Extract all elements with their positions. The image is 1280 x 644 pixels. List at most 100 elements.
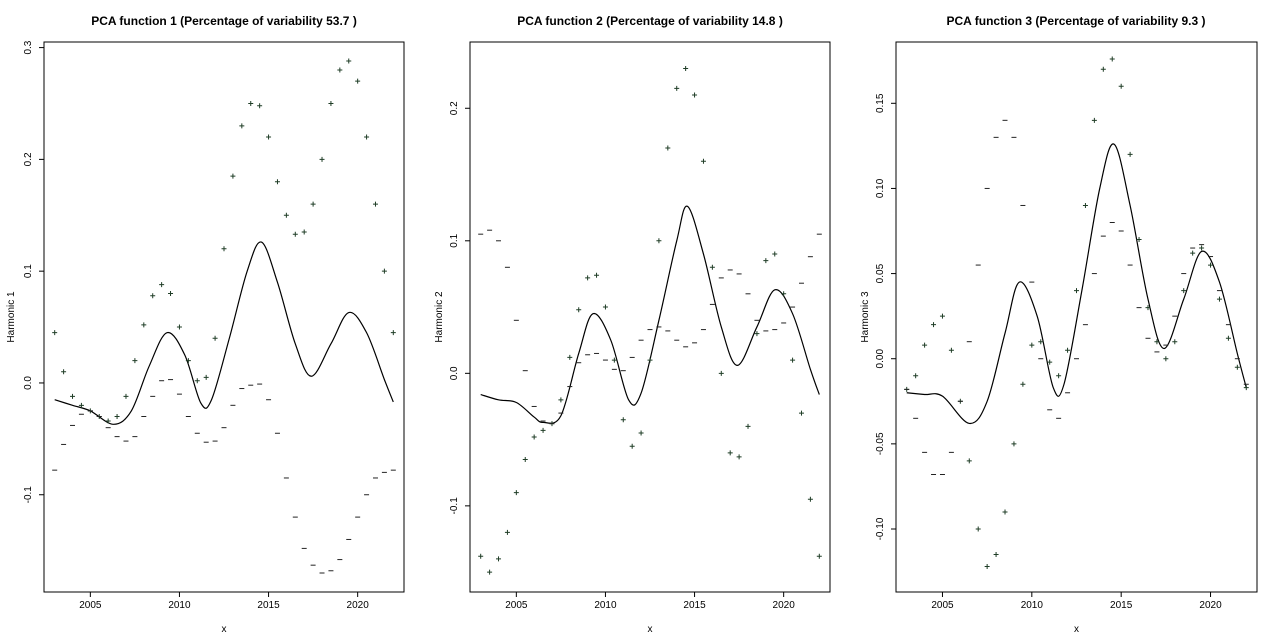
plus-perturbation-point xyxy=(1234,364,1240,370)
y-tick-label: -0.1 xyxy=(449,497,460,515)
plus-perturbation-point xyxy=(1065,347,1071,353)
y-axis-label: Harmonic 1 xyxy=(6,291,17,343)
y-tick-label: -0.1 xyxy=(23,486,34,504)
plus-perturbation-point xyxy=(594,272,600,278)
plus-perturbation-point xyxy=(1038,339,1044,345)
plus-perturbation-point xyxy=(212,335,218,341)
plus-perturbation-point xyxy=(168,291,174,297)
panel-3: PCA function 3 (Percentage of variabilit… xyxy=(860,14,1258,635)
mean-function-line xyxy=(906,143,1247,425)
plus-perturbation-point xyxy=(611,357,617,363)
plus-perturbation-point xyxy=(266,134,272,140)
plus-perturbation-point xyxy=(1118,83,1124,89)
plus-perturbation-point xyxy=(629,443,635,449)
plus-perturbation-point xyxy=(1136,237,1142,243)
x-axis-label: x xyxy=(648,624,653,635)
plot-frame xyxy=(895,41,1258,593)
plus-perturbation-point xyxy=(948,347,954,353)
y-tick-label: -0.05 xyxy=(875,432,886,455)
x-tick-label: 2020 xyxy=(347,600,370,611)
plus-perturbation-point xyxy=(984,563,990,569)
plus-perturbation-point xyxy=(114,413,120,419)
plus-perturbation-point xyxy=(727,450,733,456)
plus-perturbation-point xyxy=(931,322,937,328)
y-tick-label: 0.15 xyxy=(875,93,886,113)
plus-perturbation-point xyxy=(781,291,787,297)
x-tick-label: 2015 xyxy=(1110,600,1133,611)
plus-perturbation-point xyxy=(558,397,564,403)
x-tick-label: 2015 xyxy=(257,600,280,611)
y-tick-label: 0.2 xyxy=(449,101,460,115)
panel-1: PCA function 1 (Percentage of variabilit… xyxy=(6,14,405,635)
plus-perturbation-point xyxy=(683,66,689,72)
plus-perturbation-point xyxy=(966,458,972,464)
plus-perturbation-point xyxy=(78,402,84,408)
y-axis-label: Harmonic 2 xyxy=(434,291,445,343)
x-tick-label: 2010 xyxy=(594,600,617,611)
plus-perturbation-point xyxy=(487,569,493,575)
plus-perturbation-point xyxy=(1020,381,1026,387)
plus-perturbation-point xyxy=(522,456,528,462)
plot-frame xyxy=(43,41,405,593)
plus-perturbation-point xyxy=(1056,373,1062,379)
plus-perturbation-point xyxy=(346,58,352,64)
plus-perturbation-point xyxy=(576,307,582,313)
plus-perturbation-point xyxy=(763,258,769,264)
plus-perturbation-point xyxy=(239,123,245,129)
plus-perturbation-point xyxy=(123,393,129,399)
plus-perturbation-point xyxy=(1181,288,1187,294)
plus-perturbation-point xyxy=(692,92,698,98)
plus-perturbation-point xyxy=(718,370,724,376)
plus-perturbation-point xyxy=(772,251,778,257)
plus-perturbation-point xyxy=(1100,66,1106,72)
plus-perturbation-point xyxy=(141,322,147,328)
plus-perturbation-point xyxy=(248,100,254,106)
plus-perturbation-point xyxy=(203,374,209,380)
plus-perturbation-point xyxy=(1163,356,1169,362)
mean-function-line xyxy=(54,241,394,425)
x-axis-label: x xyxy=(1074,624,1079,635)
plus-perturbation-point xyxy=(1154,339,1160,345)
plus-perturbation-point xyxy=(221,246,227,252)
plus-perturbation-point xyxy=(194,378,200,384)
y-tick-label: 0.1 xyxy=(23,264,34,278)
x-tick-label: 2020 xyxy=(1199,600,1222,611)
plus-perturbation-point xyxy=(1199,245,1205,251)
plus-perturbation-point xyxy=(1047,359,1053,365)
panel-2: PCA function 2 (Percentage of variabilit… xyxy=(434,14,831,635)
plot-frame xyxy=(469,41,831,593)
plus-perturbation-point xyxy=(1145,305,1151,311)
plus-perturbation-point xyxy=(372,201,378,207)
plus-perturbation-point xyxy=(310,201,316,207)
plus-perturbation-point xyxy=(1216,296,1222,302)
plus-perturbation-point xyxy=(185,358,191,364)
plus-perturbation-point xyxy=(390,330,396,336)
plus-perturbation-point xyxy=(1243,385,1249,391)
y-tick-label: 0.2 xyxy=(23,152,34,166)
plus-perturbation-point xyxy=(513,490,519,496)
y-tick-label: 0.00 xyxy=(875,349,886,369)
plus-perturbation-point xyxy=(922,342,928,348)
plus-perturbation-point xyxy=(1029,342,1035,348)
plus-perturbation-point xyxy=(1109,56,1115,62)
plus-perturbation-point xyxy=(531,434,537,440)
plus-perturbation-point xyxy=(674,85,680,91)
plus-perturbation-point xyxy=(754,331,760,337)
plus-perturbation-point xyxy=(602,304,608,310)
y-tick-label: 0.1 xyxy=(449,233,460,247)
plus-perturbation-point xyxy=(656,238,662,244)
plus-perturbation-point xyxy=(913,373,919,379)
plus-perturbation-point xyxy=(638,430,644,436)
plus-perturbation-point xyxy=(816,553,822,559)
y-axis-label: Harmonic 3 xyxy=(860,291,871,343)
plus-perturbation-point xyxy=(1208,262,1214,268)
chart-title: PCA function 2 (Percentage of variabilit… xyxy=(517,14,783,28)
x-axis-label: x xyxy=(222,624,227,635)
y-tick-label: 0.05 xyxy=(875,263,886,283)
x-tick-label: 2010 xyxy=(168,600,191,611)
plus-perturbation-point xyxy=(319,156,325,162)
plus-perturbation-point xyxy=(230,173,236,179)
plus-perturbation-point xyxy=(364,134,370,140)
plus-perturbation-point xyxy=(1011,441,1017,447)
